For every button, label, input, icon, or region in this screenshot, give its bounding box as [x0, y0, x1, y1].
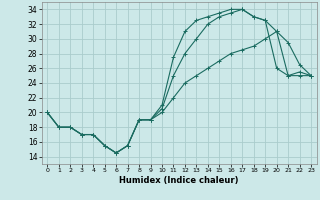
X-axis label: Humidex (Indice chaleur): Humidex (Indice chaleur): [119, 176, 239, 185]
